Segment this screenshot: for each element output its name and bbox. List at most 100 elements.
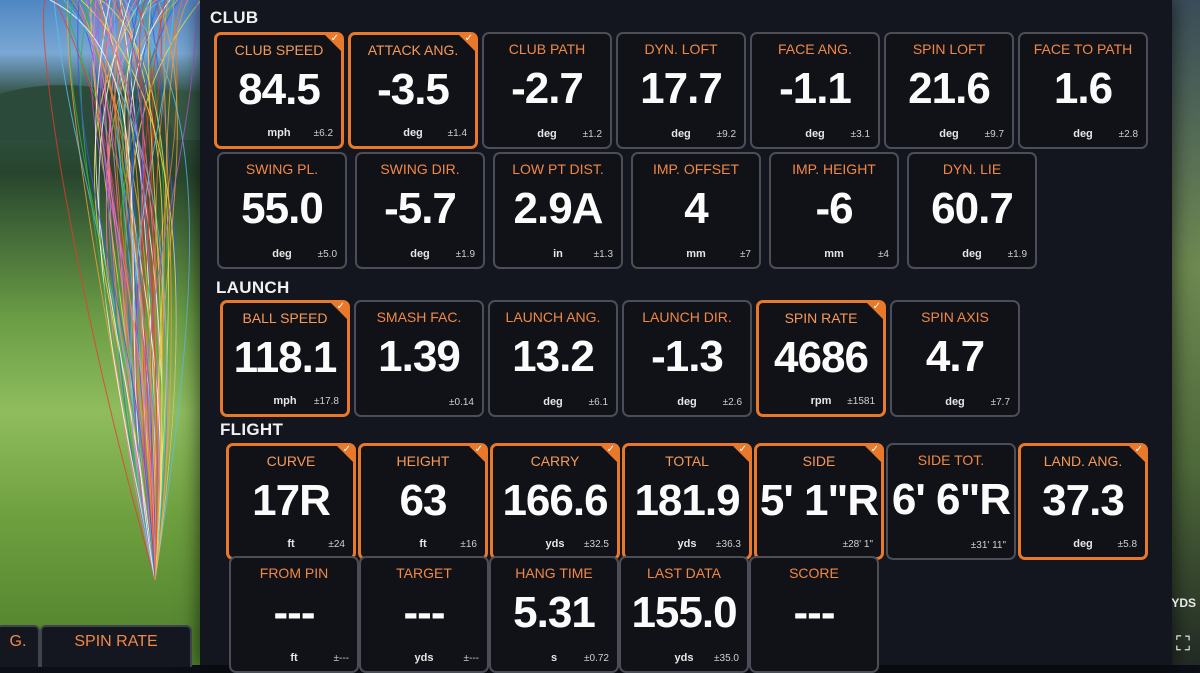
expand-icon[interactable]: ⛶	[1176, 633, 1190, 655]
check-icon: ✓	[330, 33, 339, 44]
data-panel: CLUB LAUNCH FLIGHT CLUB SPEED 84.5 mph ±6.2…	[200, 0, 1172, 673]
tracer-line	[69, 0, 156, 581]
tracer-line	[77, 0, 156, 581]
metric-tile-target[interactable]: TARGET --- yds ±---	[359, 556, 489, 673]
metric-tile-face-to-path[interactable]: FACE TO PATH 1.6 deg ±2.8	[1018, 32, 1148, 149]
metric-tile-launch-ang[interactable]: LAUNCH ANG. 13.2 deg ±6.1	[488, 300, 618, 417]
metric-tile-low-pt-dist[interactable]: LOW PT DIST. 2.9A in ±1.3	[493, 152, 623, 269]
metric-tile-spin-axis[interactable]: SPIN AXIS 4.7 deg ±7.7	[890, 300, 1020, 417]
tracer-line	[43, 0, 156, 581]
highlight-corner	[865, 446, 881, 462]
metric-tile-club-speed[interactable]: CLUB SPEED 84.5 mph ±6.2 ✓	[214, 32, 344, 149]
metric-tile-from-pin[interactable]: FROM PIN --- ft ±---	[229, 556, 359, 673]
metric-value: 4.7	[925, 332, 985, 381]
metric-label: IMP. OFFSET	[652, 161, 740, 177]
metric-value: 60.7	[931, 184, 1014, 233]
metric-unit: ft	[419, 538, 427, 550]
metric-label: SCORE	[789, 565, 839, 581]
metric-label: ATTACK ANG.	[367, 42, 459, 58]
metric-label: HEIGHT	[396, 453, 450, 469]
metric-label: SIDE TOT.	[917, 452, 985, 468]
metric-deviation: ±7.7	[990, 397, 1010, 408]
metric-tile-side[interactable]: SIDE 5' 1"R ±28' 1" ✓	[754, 443, 884, 560]
metric-tile-dyn-lie[interactable]: DYN. LIE 60.7 deg ±1.9	[907, 152, 1037, 269]
metric-label: SIDE	[802, 453, 836, 469]
metric-value: 4686	[774, 333, 869, 382]
highlight-corner	[337, 446, 353, 462]
metric-tile-launch-dir[interactable]: LAUNCH DIR. -1.3 deg ±2.6	[622, 300, 752, 417]
metric-value: 155.0	[631, 588, 737, 637]
metric-unit: yds	[545, 538, 565, 550]
metric-tile-curve[interactable]: CURVE 17R ft ±24 ✓	[226, 443, 356, 560]
metric-label: SPIN RATE	[784, 310, 858, 326]
metric-value: -3.5	[377, 65, 450, 114]
metric-value: 17.7	[640, 64, 723, 113]
metric-label: CARRY	[530, 453, 580, 469]
metric-tile-score[interactable]: SCORE ---	[749, 556, 879, 673]
metric-unit: ft	[290, 652, 298, 664]
metric-tile-ball-speed[interactable]: BALL SPEED 118.1 mph ±17.8 ✓	[220, 300, 350, 417]
metric-unit: deg	[671, 128, 691, 140]
metric-label: SWING DIR.	[380, 161, 460, 177]
highlight-corner	[1129, 446, 1145, 462]
metric-tile-swing-dir[interactable]: SWING DIR. -5.7 deg ±1.9	[355, 152, 485, 269]
metric-tile-carry[interactable]: CARRY 166.6 yds ±32.5 ✓	[490, 443, 620, 560]
metric-tile-hang-time[interactable]: HANG TIME 5.31 s ±0.72	[489, 556, 619, 673]
metric-tile-spin-rate[interactable]: SPIN RATE 4686 rpm ±1581 ✓	[756, 300, 886, 417]
check-icon: ✓	[870, 444, 879, 455]
bottom-tab-left[interactable]: G.	[0, 625, 40, 667]
tracer-line	[139, 0, 158, 581]
metric-label: SWING PL.	[245, 161, 319, 177]
metric-unit: mph	[267, 127, 291, 139]
metric-deviation: ±16	[460, 539, 477, 550]
metric-tile-attack-ang[interactable]: ATTACK ANG. -3.5 deg ±1.4 ✓	[348, 32, 478, 149]
check-icon: ✓	[738, 444, 747, 455]
metric-unit: deg	[1073, 538, 1093, 550]
bottom-tab-spin-rate[interactable]: SPIN RATE	[40, 625, 192, 667]
metric-value: ---	[273, 588, 316, 637]
check-icon: ✓	[464, 33, 473, 44]
metric-label: DYN. LOFT	[644, 41, 718, 57]
metric-unit: mm	[686, 248, 706, 260]
units-label: YDS	[1171, 596, 1196, 610]
metric-value: 84.5	[238, 65, 321, 114]
metric-tile-smash-fac[interactable]: SMASH FAC. 1.39 ±0.14	[354, 300, 484, 417]
scene-right-edge	[1172, 0, 1200, 665]
metric-deviation: ±5.0	[317, 249, 337, 260]
metric-deviation: ±24	[328, 539, 345, 550]
metric-tile-side-tot[interactable]: SIDE TOT. 6' 6"R ±31' 11"	[886, 443, 1016, 560]
metric-unit: deg	[403, 127, 423, 139]
metric-tile-imp-offset[interactable]: IMP. OFFSET 4 mm ±7	[631, 152, 761, 269]
metric-tile-total[interactable]: TOTAL 181.9 yds ±36.3 ✓	[622, 443, 752, 560]
metric-tile-swing-pl[interactable]: SWING PL. 55.0 deg ±5.0	[217, 152, 347, 269]
metric-tile-dyn-loft[interactable]: DYN. LOFT 17.7 deg ±9.2	[616, 32, 746, 149]
metric-tile-imp-height[interactable]: IMP. HEIGHT -6 mm ±4	[769, 152, 899, 269]
metric-deviation: ±2.8	[1118, 129, 1138, 140]
tracer-line	[93, 0, 156, 581]
metric-label: LOW PT DIST.	[512, 161, 604, 177]
metric-deviation: ±1.4	[447, 128, 467, 139]
metric-deviation: ±9.7	[984, 129, 1004, 140]
metric-tile-last-data[interactable]: LAST DATA 155.0 yds ±35.0	[619, 556, 749, 673]
metric-label: TARGET	[396, 565, 452, 581]
metric-label: SMASH FAC.	[376, 309, 462, 325]
metric-unit: rpm	[810, 395, 832, 407]
metric-value: 1.39	[378, 332, 461, 381]
metric-tile-land-ang[interactable]: LAND. ANG. 37.3 deg ±5.8 ✓	[1018, 443, 1148, 560]
metric-unit: mph	[273, 395, 297, 407]
tracer-line	[123, 0, 191, 581]
tracer-line	[63, 0, 167, 581]
metric-tile-face-ang[interactable]: FACE ANG. -1.1 deg ±3.1	[750, 32, 880, 149]
check-icon: ✓	[342, 444, 351, 455]
metric-tile-club-path[interactable]: CLUB PATH -2.7 deg ±1.2	[482, 32, 612, 149]
metric-value: 181.9	[634, 476, 740, 525]
metric-deviation: ±6.2	[313, 128, 333, 139]
metric-tile-spin-loft[interactable]: SPIN LOFT 21.6 deg ±9.7	[884, 32, 1014, 149]
metric-label: HANG TIME	[515, 565, 593, 581]
tracer-line	[71, 0, 156, 581]
metric-unit: yds	[414, 652, 434, 664]
metric-tile-height[interactable]: HEIGHT 63 ft ±16 ✓	[358, 443, 488, 560]
metric-deviation: ±5.8	[1117, 539, 1137, 550]
tracer-line	[148, 0, 163, 581]
metric-deviation: ±2.6	[722, 397, 742, 408]
